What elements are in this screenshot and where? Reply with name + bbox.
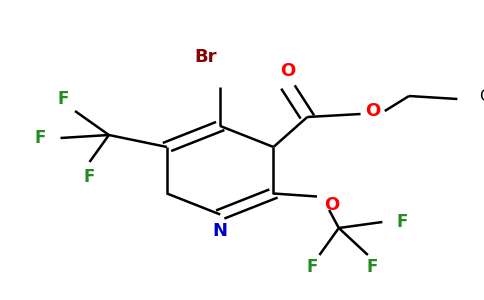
Text: O: O	[280, 61, 296, 80]
Text: Br: Br	[195, 48, 217, 66]
Text: F: F	[306, 258, 318, 276]
Text: CH₃: CH₃	[479, 88, 484, 104]
Text: N: N	[213, 222, 227, 240]
Text: O: O	[324, 196, 339, 214]
Text: F: F	[34, 129, 46, 147]
Text: O: O	[365, 102, 380, 120]
Text: F: F	[397, 213, 408, 231]
Text: F: F	[367, 258, 378, 276]
Text: F: F	[84, 168, 95, 186]
Text: F: F	[57, 90, 69, 108]
